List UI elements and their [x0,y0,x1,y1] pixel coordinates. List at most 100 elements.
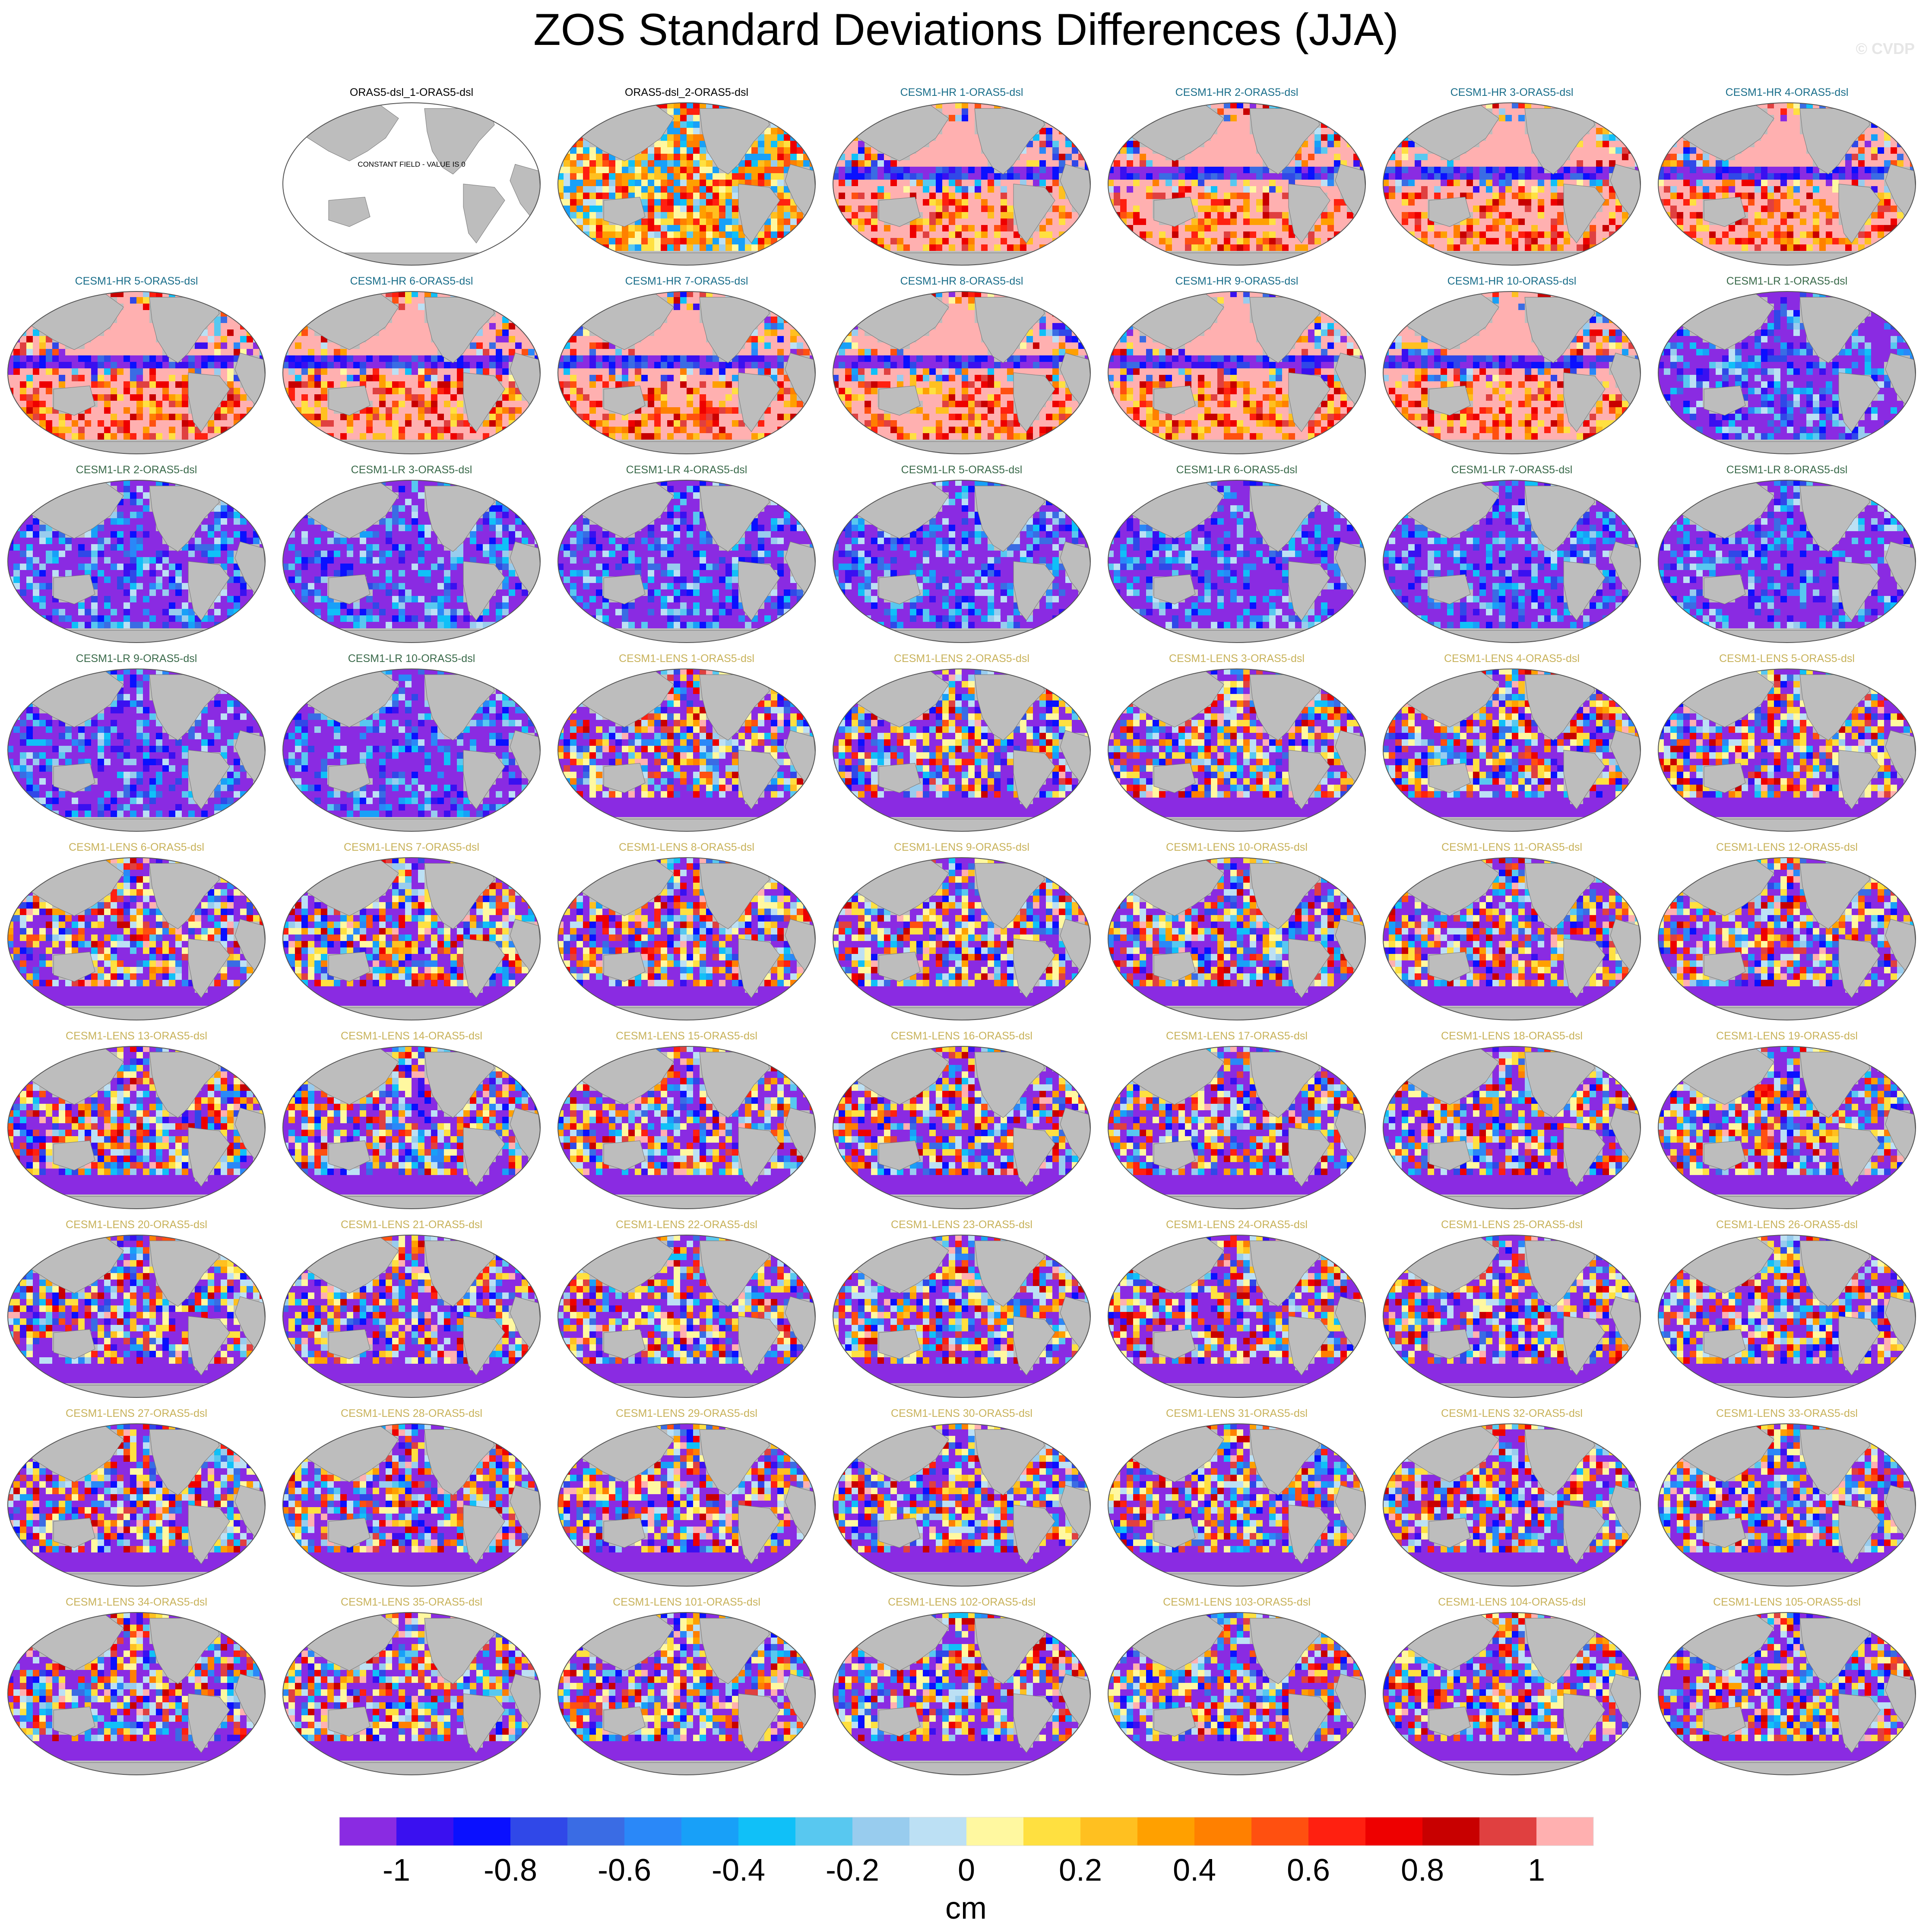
map-panel: CESM1-LENS 8-ORAS5-dsl [551,841,823,1027]
map-panel: CESM1-LENS 102-ORAS5-dsl [826,1596,1098,1782]
landmass-6 [33,1197,240,1210]
landmass-2 [1875,862,1901,880]
panel-title: CESM1-LENS 24-ORAS5-dsl [1101,1219,1373,1231]
landmass-2 [1325,295,1351,314]
map-panel: CESM1-LENS 13-ORAS5-dsl [0,1030,272,1216]
landmass-2 [775,1239,801,1257]
landmass-2 [1600,1428,1626,1446]
landmass-2 [1600,295,1626,314]
panel-title: CESM1-LENS 105-ORAS5-dsl [1651,1596,1923,1609]
map-panel: CESM1-LENS 19-ORAS5-dsl [1651,1030,1923,1216]
world-map: CONSTANT FIELD - VALUE IS 0 [282,102,541,266]
landmass-2 [225,484,250,502]
landmass-2 [225,673,250,691]
map-panel: CESM1-LR 8-ORAS5-dsl [1651,464,1923,649]
world-map [1107,668,1366,832]
world-map [557,1045,816,1210]
landmass-6 [583,1385,790,1398]
landmass-2 [1050,1050,1076,1068]
landmass-2 [1325,107,1351,125]
colorbar-swatch [1023,1817,1081,1846]
map-panel: CESM1-LENS 15-ORAS5-dsl [551,1030,823,1216]
landmass-6 [858,630,1065,643]
world-map [557,1234,816,1398]
world-map [1382,291,1641,455]
map-panel: ORAS5-dsl_2-ORAS5-dsl [551,86,823,272]
panel-title: CESM1-LENS 12-ORAS5-dsl [1651,841,1923,854]
colorbar-tick-label: -0.4 [712,1853,765,1888]
landmass-6 [1133,1763,1340,1776]
panel-title: CESM1-LENS 31-ORAS5-dsl [1101,1407,1373,1420]
panel-title: CESM1-HR 10-ORAS5-dsl [1376,275,1648,288]
landmass-2 [225,1050,250,1068]
landmass-2 [1875,484,1901,502]
landmass-2 [1325,862,1351,880]
colorbar-swatch [1251,1817,1309,1846]
colorbar-tick-label: 0 [958,1853,975,1888]
panel-title: CESM1-LENS 18-ORAS5-dsl [1376,1030,1648,1042]
landmass-6 [1133,1197,1340,1210]
landmass-6 [33,1763,240,1776]
map-panel: CESM1-LENS 105-ORAS5-dsl [1651,1596,1923,1782]
landmass-6 [858,1385,1065,1398]
landmass-6 [858,442,1065,455]
landmass-2 [775,1616,801,1635]
world-map [1107,857,1366,1021]
map-panel: CESM1-LENS 33-ORAS5-dsl [1651,1407,1923,1593]
map-panel: CESM1-HR 8-ORAS5-dsl [826,275,1098,461]
panel-title: CESM1-LENS 26-ORAS5-dsl [1651,1219,1923,1231]
landmass-6 [308,819,515,832]
landmass-2 [1600,673,1626,691]
world-map [282,1612,541,1776]
panel-title: CESM1-LENS 4-ORAS5-dsl [1376,653,1648,665]
panel-title: CESM1-HR 2-ORAS5-dsl [1101,86,1373,99]
world-map [1657,1045,1916,1210]
landmass-6 [308,1763,515,1776]
landmass-6 [33,630,240,643]
colorbar-swatch [624,1817,682,1846]
world-map [557,857,816,1021]
landmass-6 [1408,1008,1615,1021]
colorbar-tick-label: -0.2 [826,1853,879,1888]
panel-title: CESM1-LENS 23-ORAS5-dsl [826,1219,1098,1231]
map-panel: CESM1-LENS 5-ORAS5-dsl [1651,653,1923,838]
landmass-6 [1408,819,1615,832]
panel-title: CESM1-LENS 10-ORAS5-dsl [1101,841,1373,854]
landmass-2 [775,484,801,502]
landmass-2 [500,1050,526,1068]
panel-title: CESM1-LR 7-ORAS5-dsl [1376,464,1648,476]
landmass-6 [1133,1574,1340,1587]
landmass-6 [1133,630,1340,643]
panel-title: CESM1-HR 4-ORAS5-dsl [1651,86,1923,99]
panel-title: CESM1-LENS 1-ORAS5-dsl [551,653,823,665]
landmass-2 [500,673,526,691]
landmass-2 [500,1428,526,1446]
panel-title: CESM1-LR 4-ORAS5-dsl [551,464,823,476]
world-map [1382,102,1641,266]
world-map [1107,479,1366,643]
world-map [1382,1045,1641,1210]
panel-title: CESM1-LENS 8-ORAS5-dsl [551,841,823,854]
world-map [1657,479,1916,643]
map-panel: CESM1-LENS 25-ORAS5-dsl [1376,1219,1648,1404]
map-panel: CESM1-LENS 21-ORAS5-dsl [276,1219,548,1404]
panel-title: CESM1-LENS 9-ORAS5-dsl [826,841,1098,854]
landmass-2 [1875,673,1901,691]
landmass-6 [858,1763,1065,1776]
map-panel: CESM1-LENS 35-ORAS5-dsl [276,1596,548,1782]
landmass-2 [225,295,250,314]
map-panel: CESM1-LENS 12-ORAS5-dsl [1651,841,1923,1027]
world-map [832,102,1091,266]
world-map [1107,1234,1366,1398]
world-map [557,102,816,266]
map-panel: CESM1-LR 7-ORAS5-dsl [1376,464,1648,649]
colorbar-swatch [1194,1817,1252,1846]
map-panel: CESM1-LR 5-ORAS5-dsl [826,464,1098,649]
landmass-2 [1050,1239,1076,1257]
landmass-6 [33,442,240,455]
landmass-2 [1875,1050,1901,1068]
world-map [7,479,266,643]
colorbar-tick-label: -0.8 [484,1853,537,1888]
landmass-6 [858,819,1065,832]
panel-title: CESM1-LR 2-ORAS5-dsl [0,464,272,476]
